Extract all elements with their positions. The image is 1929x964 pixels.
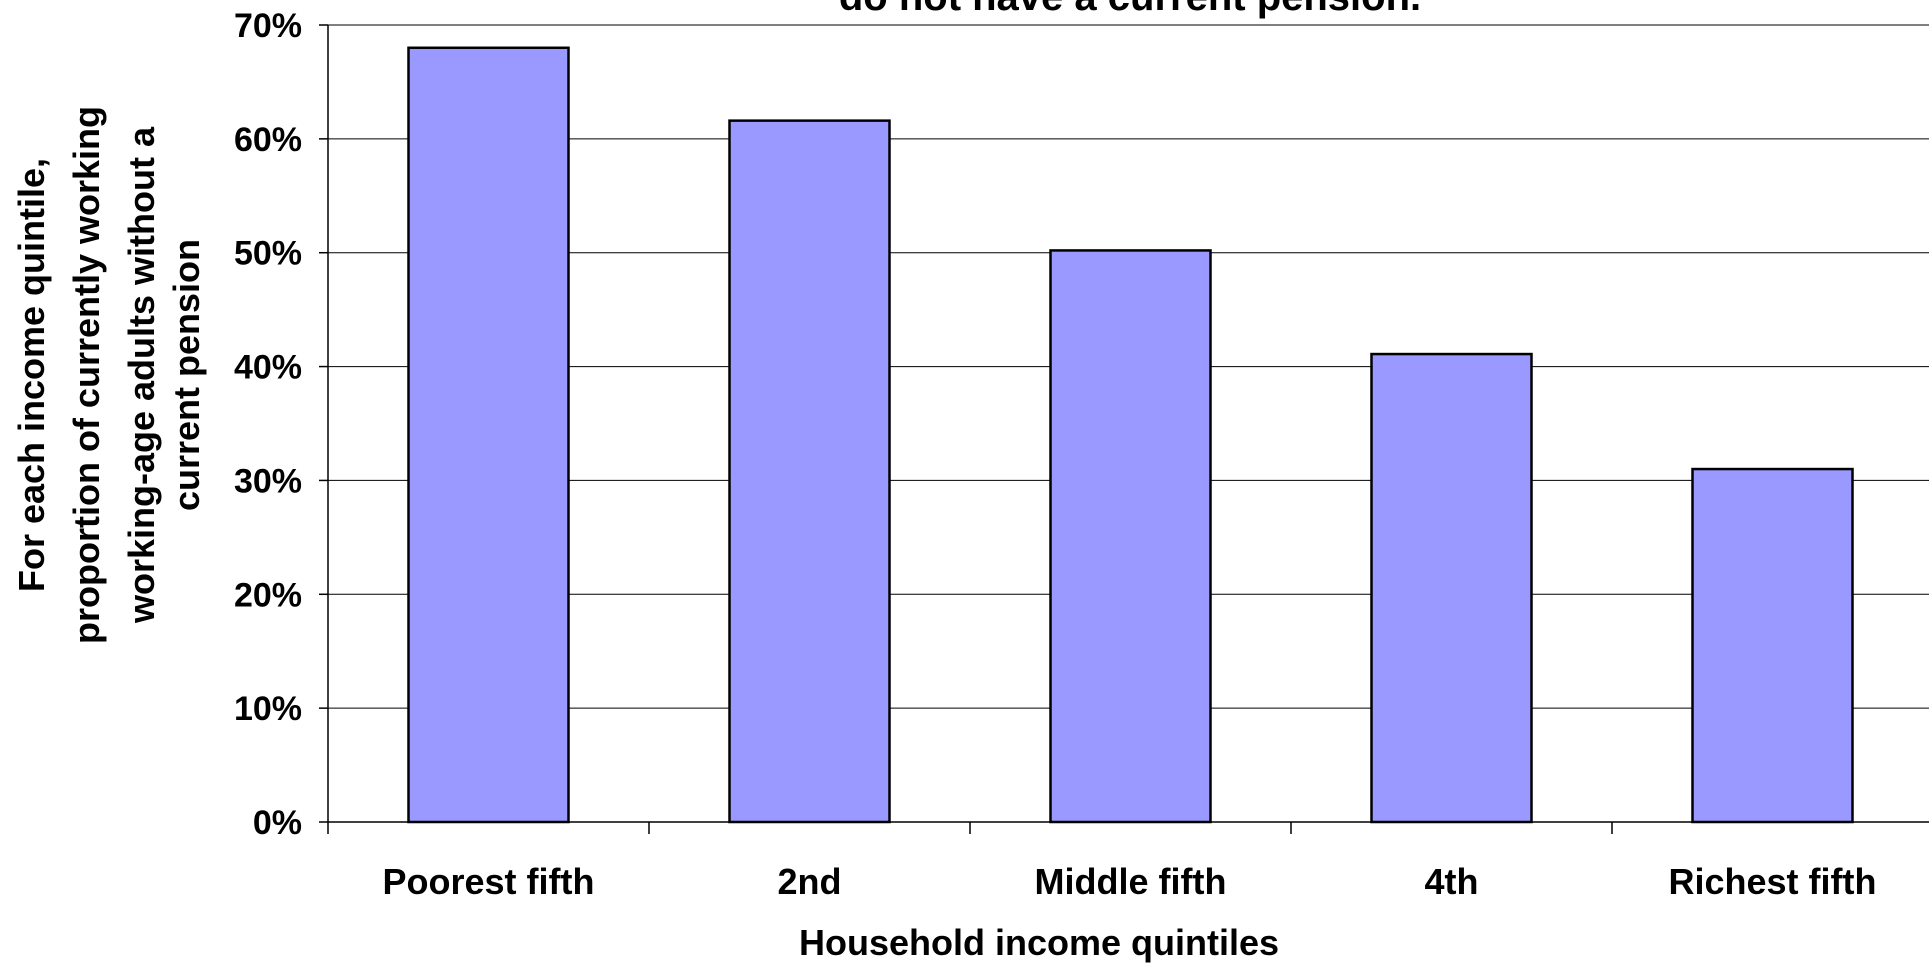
- x-tick-label-1: 2nd: [777, 861, 841, 902]
- bar-0: [407, 46, 570, 824]
- x-axis-title: Household income quintiles: [799, 922, 1279, 963]
- bar-4: [1691, 467, 1854, 824]
- x-tick-label-0: Poorest fifth: [383, 861, 595, 902]
- x-tick-label-4: Richest fifth: [1668, 861, 1876, 902]
- y-tick-label-1: 10%: [234, 690, 302, 728]
- y-tick-label-3: 30%: [234, 462, 302, 500]
- bars: [407, 46, 1854, 824]
- y-tick-label-7: 70%: [234, 7, 302, 45]
- bar-3: [1370, 352, 1533, 824]
- y-axis-title-line-1: For each income quintile,: [11, 158, 52, 592]
- bar-1: [728, 119, 891, 824]
- axes: [319, 24, 1929, 834]
- y-tick-label-0: 0%: [253, 804, 302, 842]
- y-axis-title-line-4: current pension: [166, 239, 207, 511]
- y-axis-title: For each income quintile, proportion of …: [11, 106, 207, 644]
- y-axis-title-line-2: proportion of currently working: [66, 106, 107, 644]
- y-tick-label-4: 40%: [234, 349, 302, 387]
- chart-title: do not have a current pension.: [839, 0, 1421, 19]
- y-tick-label-5: 50%: [234, 235, 302, 273]
- bar-2: [1049, 249, 1212, 824]
- x-tick-label-3: 4th: [1425, 861, 1479, 902]
- y-tick-labels: 0% 10% 20% 30% 40% 50% 60% 70%: [234, 7, 302, 842]
- x-tick-labels: Poorest fifth 2nd Middle fifth 4th Richest f…: [383, 861, 1877, 902]
- y-tick-label-2: 20%: [234, 576, 302, 614]
- y-axis-title-line-3: working-age adults without a: [121, 126, 162, 624]
- x-tick-label-2: Middle fifth: [1035, 861, 1227, 902]
- y-tick-label-6: 60%: [234, 121, 302, 159]
